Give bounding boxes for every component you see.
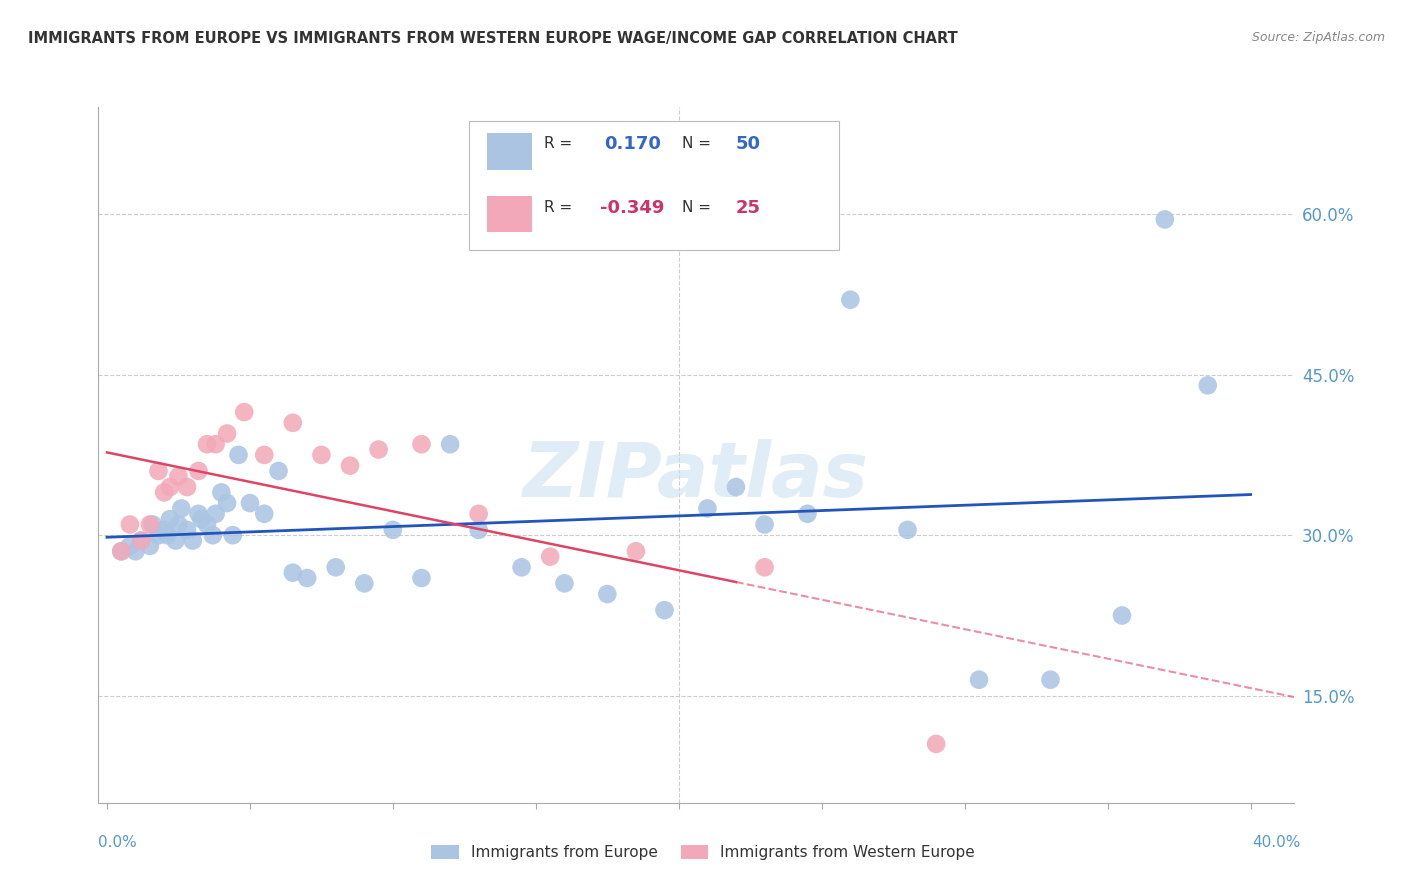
Point bbox=[233, 405, 256, 419]
Point bbox=[796, 507, 818, 521]
Point bbox=[167, 517, 190, 532]
Text: N =: N = bbox=[682, 201, 710, 216]
Point bbox=[139, 517, 162, 532]
Point bbox=[295, 571, 318, 585]
Point bbox=[353, 576, 375, 591]
Point bbox=[187, 464, 209, 478]
Text: 40.0%: 40.0% bbox=[1253, 836, 1301, 850]
Point bbox=[896, 523, 918, 537]
Point bbox=[153, 485, 176, 500]
Point bbox=[190, 512, 212, 526]
Point bbox=[170, 501, 193, 516]
Point bbox=[110, 544, 132, 558]
Point bbox=[925, 737, 948, 751]
Point bbox=[510, 560, 533, 574]
Point bbox=[209, 485, 232, 500]
Point bbox=[1197, 378, 1219, 392]
Point bbox=[165, 533, 187, 548]
Point bbox=[159, 512, 181, 526]
Point bbox=[176, 523, 198, 537]
Text: IMMIGRANTS FROM EUROPE VS IMMIGRANTS FROM WESTERN EUROPE WAGE/INCOME GAP CORRELA: IMMIGRANTS FROM EUROPE VS IMMIGRANTS FRO… bbox=[28, 31, 957, 46]
Point bbox=[118, 517, 141, 532]
Text: Source: ZipAtlas.com: Source: ZipAtlas.com bbox=[1251, 31, 1385, 45]
Point bbox=[176, 480, 198, 494]
Point bbox=[195, 437, 218, 451]
Point bbox=[654, 603, 676, 617]
Point bbox=[624, 544, 647, 558]
Point bbox=[439, 437, 461, 451]
Point bbox=[217, 426, 239, 441]
Text: 0.170: 0.170 bbox=[605, 135, 661, 153]
Point bbox=[696, 501, 718, 516]
Point bbox=[596, 587, 619, 601]
Point bbox=[156, 528, 179, 542]
Point bbox=[754, 560, 776, 574]
Point bbox=[411, 571, 433, 585]
Point bbox=[142, 517, 165, 532]
Text: -0.349: -0.349 bbox=[600, 199, 665, 217]
Point bbox=[339, 458, 361, 473]
Point bbox=[1111, 608, 1133, 623]
Point bbox=[411, 437, 433, 451]
Legend: Immigrants from Europe, Immigrants from Western Europe: Immigrants from Europe, Immigrants from … bbox=[425, 839, 981, 866]
Point bbox=[538, 549, 561, 564]
Point bbox=[724, 480, 747, 494]
Point bbox=[267, 464, 290, 478]
Point bbox=[222, 528, 245, 542]
Point bbox=[131, 533, 153, 548]
Point bbox=[281, 416, 304, 430]
Point bbox=[239, 496, 262, 510]
Point bbox=[110, 544, 132, 558]
Point bbox=[204, 507, 226, 521]
Point bbox=[181, 533, 204, 548]
Point bbox=[253, 507, 276, 521]
Text: N =: N = bbox=[682, 136, 710, 152]
Point bbox=[167, 469, 190, 483]
FancyBboxPatch shape bbox=[486, 196, 533, 232]
Text: R =: R = bbox=[544, 136, 578, 152]
Point bbox=[281, 566, 304, 580]
Point bbox=[153, 523, 176, 537]
Point bbox=[204, 437, 226, 451]
Text: 0.0%: 0.0% bbox=[98, 836, 138, 850]
Point bbox=[967, 673, 990, 687]
FancyBboxPatch shape bbox=[470, 121, 839, 250]
Point bbox=[367, 442, 389, 457]
Point bbox=[253, 448, 276, 462]
Text: 25: 25 bbox=[735, 199, 761, 217]
Point bbox=[148, 464, 170, 478]
Point bbox=[1153, 212, 1175, 227]
Point bbox=[139, 539, 162, 553]
Point bbox=[124, 544, 146, 558]
Point bbox=[201, 528, 224, 542]
Point bbox=[553, 576, 575, 591]
Point bbox=[131, 533, 153, 548]
Point bbox=[195, 517, 218, 532]
Point bbox=[118, 539, 141, 553]
Point bbox=[228, 448, 250, 462]
Point bbox=[325, 560, 347, 574]
Point bbox=[159, 480, 181, 494]
Text: 50: 50 bbox=[735, 135, 761, 153]
Point bbox=[467, 507, 489, 521]
Point bbox=[381, 523, 404, 537]
Text: R =: R = bbox=[544, 201, 578, 216]
Point bbox=[311, 448, 333, 462]
Text: ZIPatlas: ZIPatlas bbox=[523, 439, 869, 513]
FancyBboxPatch shape bbox=[486, 134, 533, 169]
Point bbox=[754, 517, 776, 532]
Point bbox=[217, 496, 239, 510]
Point bbox=[467, 523, 489, 537]
Point bbox=[839, 293, 862, 307]
Point bbox=[1039, 673, 1062, 687]
Point bbox=[187, 507, 209, 521]
Point bbox=[148, 528, 170, 542]
